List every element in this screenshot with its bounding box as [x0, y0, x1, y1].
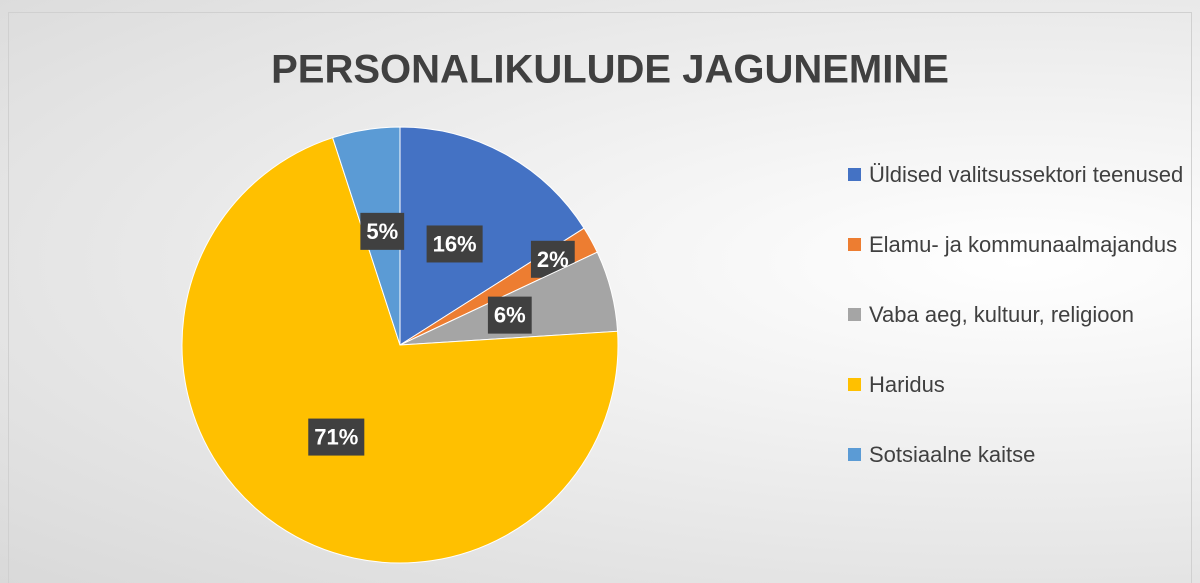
chart-border — [8, 12, 1192, 583]
legend-swatch — [848, 378, 861, 391]
legend-label: Elamu- ja kommunaalmajandus — [869, 232, 1178, 257]
data-label-text: 6% — [494, 303, 526, 328]
legend-swatch — [848, 238, 861, 251]
data-label-box — [308, 418, 365, 456]
data-label-box — [360, 212, 405, 250]
legend-item: Haridus — [848, 370, 1193, 400]
data-label: 6% — [487, 296, 532, 334]
legend-item: Sotsiaalne kaitse — [848, 440, 1193, 470]
data-label-text: 16% — [433, 231, 477, 256]
pie-slice — [181, 137, 619, 564]
legend-swatch — [848, 308, 861, 321]
legend-label: Sotsiaalne kaitse — [869, 442, 1036, 467]
data-label-text: 71% — [314, 425, 358, 450]
legend-label: Haridus — [869, 372, 945, 397]
legend-label: Vaba aeg, kultuur, religioon — [869, 302, 1134, 327]
legend-item: Vaba aeg, kultuur, religioon — [848, 300, 1193, 330]
data-label: 5% — [360, 212, 405, 250]
data-label-text: 5% — [366, 219, 398, 244]
pie-slice — [399, 126, 585, 346]
chart-title: PERSONALIKULUDE JAGUNEMINE — [271, 48, 949, 92]
legend-swatch — [848, 168, 861, 181]
data-label: 71% — [308, 418, 365, 456]
legend-item: Üldised valitsussektori teenused — [848, 160, 1193, 190]
data-label-box — [487, 296, 532, 334]
legend-label: Üldised valitsussektori teenused — [869, 162, 1184, 187]
data-label-box — [426, 225, 483, 263]
legend-item: Elamu- ja kommunaalmajandus — [848, 230, 1193, 260]
data-label: 16% — [426, 225, 483, 263]
legend-swatch — [848, 448, 861, 461]
